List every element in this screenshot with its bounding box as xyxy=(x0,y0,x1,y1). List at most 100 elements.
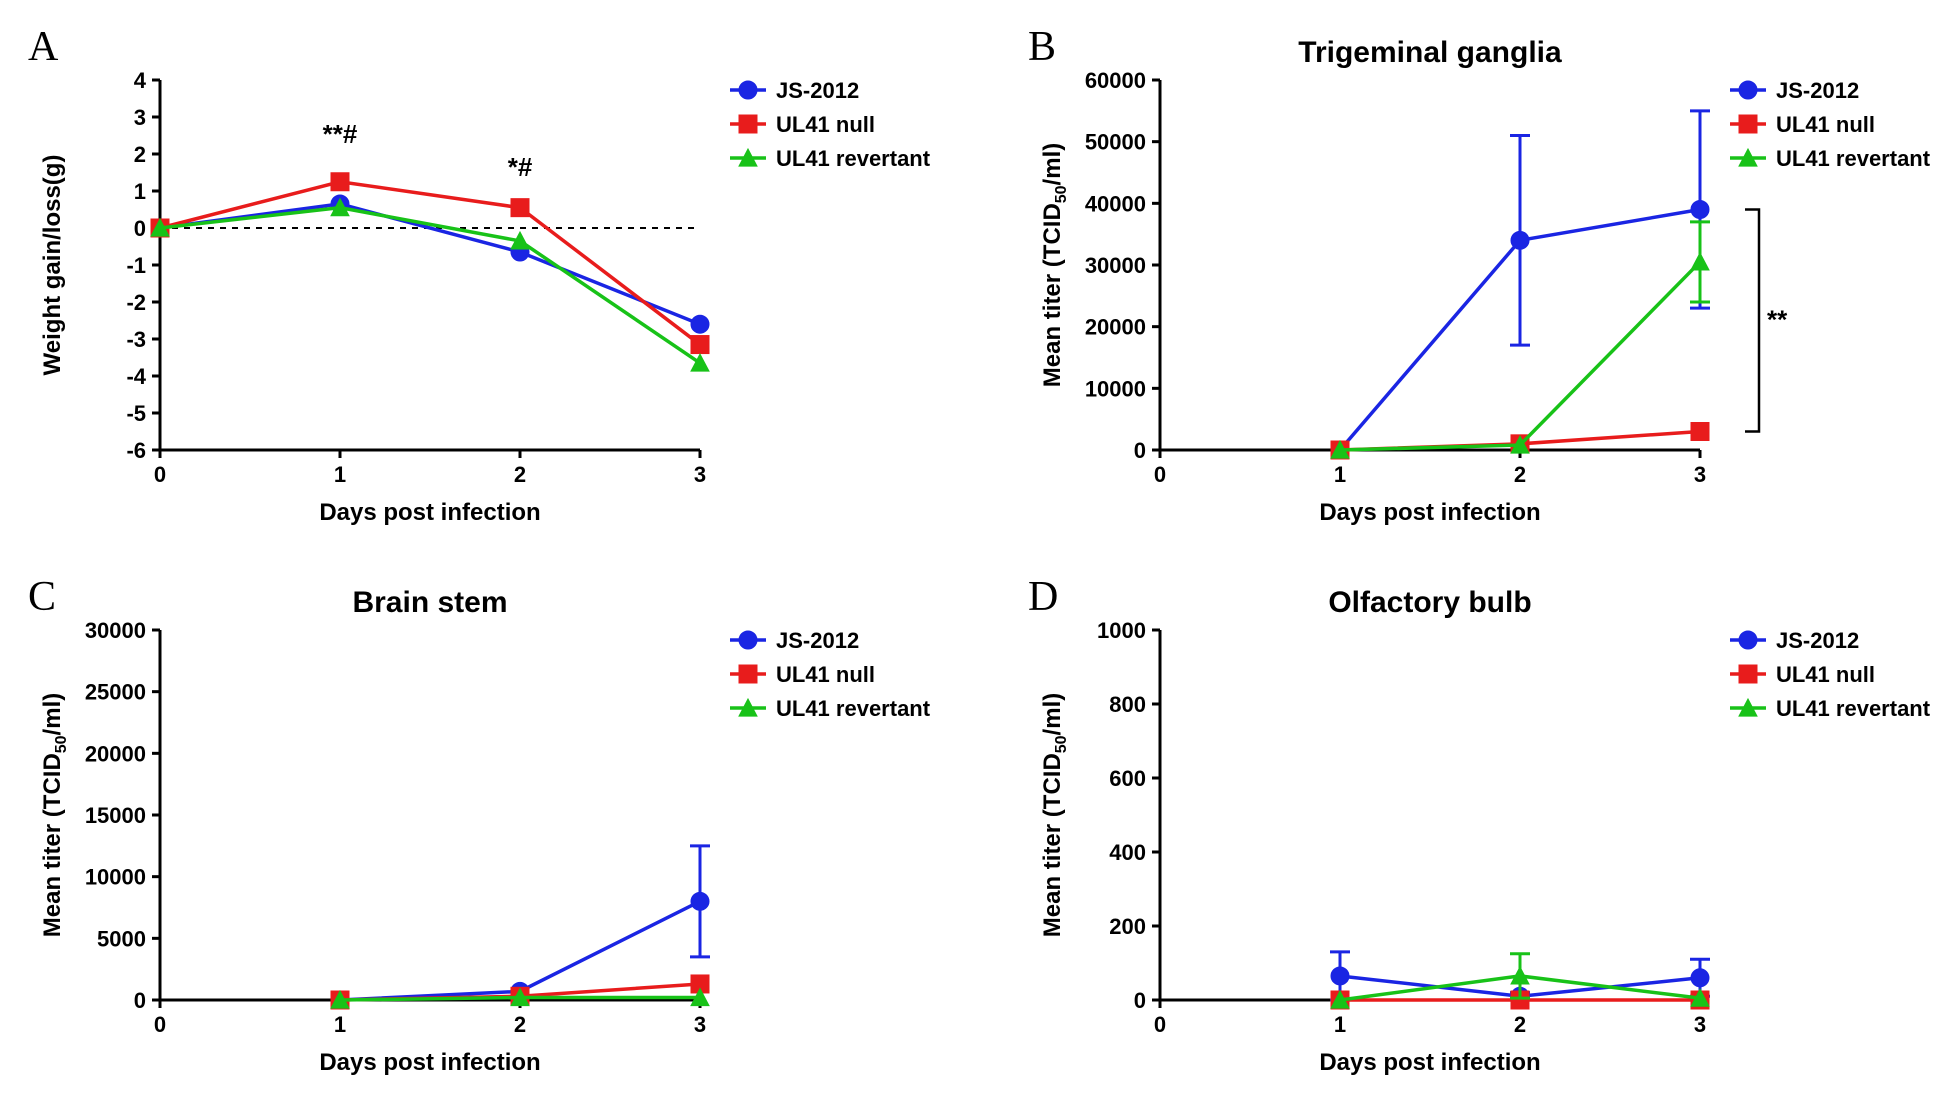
chart-D: DOlfactory bulb020040060080010000123Days… xyxy=(1020,570,1946,1090)
panel-letter: C xyxy=(28,574,56,620)
y-tick-label: 25000 xyxy=(85,680,146,705)
series-marker xyxy=(331,173,349,191)
series-marker xyxy=(1331,967,1349,985)
sig-bracket-label: ** xyxy=(1767,305,1788,335)
x-tick-label: 0 xyxy=(1154,462,1166,487)
chart-title: Trigeminal ganglia xyxy=(1298,36,1562,69)
x-tick-label: 0 xyxy=(1154,1012,1166,1037)
panel-c: C Brain stem 0 5000 10000 15000 20000 25000 3000… xyxy=(20,570,980,1090)
legend-label: UL41 null xyxy=(1776,662,1875,687)
series-marker xyxy=(691,315,709,333)
y-tick-label: 0 xyxy=(1134,988,1146,1013)
y-axis-title: Mean titer (TCID50/ml) xyxy=(39,693,70,937)
series-marker xyxy=(1691,201,1709,219)
y-tick-label: -1 xyxy=(126,253,146,278)
x-tick-label: 2 xyxy=(514,462,526,487)
legend-label: UL41 null xyxy=(776,662,875,687)
legend-marker xyxy=(739,665,757,683)
legend-marker xyxy=(739,631,757,649)
x-tick-label: 0 xyxy=(154,462,166,487)
x-tick-label: 1 xyxy=(334,1012,346,1037)
chart-A: A-6-5-4-3-2-1012340123Days post infectio… xyxy=(20,20,980,540)
chart-C: C Brain stem 0 5000 10000 15000 20000 25000 3000… xyxy=(20,570,980,1090)
y-tick-label: 1 xyxy=(134,179,146,204)
chart-title: Brain stem xyxy=(352,586,507,619)
y-tick-label: 20000 xyxy=(1085,315,1146,340)
x-tick-label: 2 xyxy=(1514,1012,1526,1037)
y-tick-label: 600 xyxy=(1109,766,1146,791)
legend-label: JS-2012 xyxy=(1776,78,1859,103)
sig-bracket xyxy=(1745,210,1759,432)
y-tick-label: 10000 xyxy=(1085,376,1146,401)
legend-marker xyxy=(1739,81,1757,99)
legend-label: UL41 revertant xyxy=(1776,696,1931,721)
panel-a: A-6-5-4-3-2-1012340123Days post infectio… xyxy=(20,20,980,540)
series-marker xyxy=(1691,969,1709,987)
figure-grid: A-6-5-4-3-2-1012340123Days post infectio… xyxy=(20,20,1926,1090)
y-tick-label: 5000 xyxy=(97,926,146,951)
x-tick-label: 2 xyxy=(514,1012,526,1037)
y-tick-label: 20000 xyxy=(85,741,146,766)
sig-annotation: **# xyxy=(323,119,358,149)
legend-label: UL41 revertant xyxy=(776,696,931,721)
y-tick-label: 60000 xyxy=(1085,68,1146,93)
panel-d: DOlfactory bulb020040060080010000123Days… xyxy=(1020,570,1946,1090)
y-tick-label: 0 xyxy=(1134,438,1146,463)
x-axis-title: Days post infection xyxy=(1319,499,1540,526)
panel-letter: B xyxy=(1028,24,1056,70)
x-axis-title: Days post infection xyxy=(1319,1049,1540,1076)
legend-marker xyxy=(1739,631,1757,649)
y-tick-label: 50000 xyxy=(1085,130,1146,155)
x-axis-title: Days post infection xyxy=(319,499,540,526)
y-tick-label: 4 xyxy=(134,68,147,93)
legend-label: JS-2012 xyxy=(776,78,859,103)
y-tick-label: -4 xyxy=(126,364,146,389)
legend-label: UL41 revertant xyxy=(776,146,931,171)
x-tick-label: 0 xyxy=(154,1012,166,1037)
chart-B: B Trigeminal ganglia 0 10000 20000 30000 40000… xyxy=(1020,20,1946,540)
chart-title: Olfactory bulb xyxy=(1328,586,1531,619)
y-tick-label: 400 xyxy=(1109,840,1146,865)
x-tick-label: 1 xyxy=(334,462,346,487)
series-marker xyxy=(1691,253,1709,270)
legend-label: JS-2012 xyxy=(776,628,859,653)
x-tick-label: 2 xyxy=(1514,462,1526,487)
y-tick-label: -2 xyxy=(126,290,146,315)
y-tick-label: 0 xyxy=(134,216,146,241)
x-tick-label: 3 xyxy=(694,1012,706,1037)
panel-letter: A xyxy=(28,24,59,70)
legend-label: UL41 null xyxy=(1776,112,1875,137)
x-tick-label: 1 xyxy=(1334,1012,1346,1037)
y-tick-label: 10000 xyxy=(85,865,146,890)
x-tick-label: 3 xyxy=(1694,1012,1706,1037)
y-tick-label: 30000 xyxy=(85,618,146,643)
y-tick-label: 200 xyxy=(1109,914,1146,939)
legend-label: UL41 null xyxy=(776,112,875,137)
y-axis-title: Mean titer (TCID50/ml) xyxy=(1039,143,1070,387)
series-marker xyxy=(691,892,709,910)
y-tick-label: 40000 xyxy=(1085,191,1146,216)
y-tick-label: 2 xyxy=(134,142,146,167)
legend-marker xyxy=(739,115,757,133)
series-line xyxy=(160,208,700,363)
series-marker xyxy=(1511,231,1529,249)
panel-b: B Trigeminal ganglia 0 10000 20000 30000 40000… xyxy=(1020,20,1946,540)
legend-label: JS-2012 xyxy=(1776,628,1859,653)
x-tick-label: 1 xyxy=(1334,462,1346,487)
y-tick-label: 800 xyxy=(1109,692,1146,717)
y-tick-label: -3 xyxy=(126,327,146,352)
x-axis-title: Days post infection xyxy=(319,1049,540,1076)
series-marker xyxy=(691,354,709,371)
legend-marker xyxy=(739,81,757,99)
y-axis-title: Weight gain/loss(g) xyxy=(39,155,66,376)
y-tick-label: 30000 xyxy=(1085,253,1146,278)
series-marker xyxy=(1691,423,1709,441)
y-tick-label: 3 xyxy=(134,105,146,130)
legend-label: UL41 revertant xyxy=(1776,146,1931,171)
sig-annotation: *# xyxy=(508,152,533,182)
y-tick-label: -6 xyxy=(126,438,146,463)
panel-letter: D xyxy=(1028,574,1058,620)
legend-marker xyxy=(1739,665,1757,683)
x-tick-label: 3 xyxy=(1694,462,1706,487)
y-tick-label: 15000 xyxy=(85,803,146,828)
